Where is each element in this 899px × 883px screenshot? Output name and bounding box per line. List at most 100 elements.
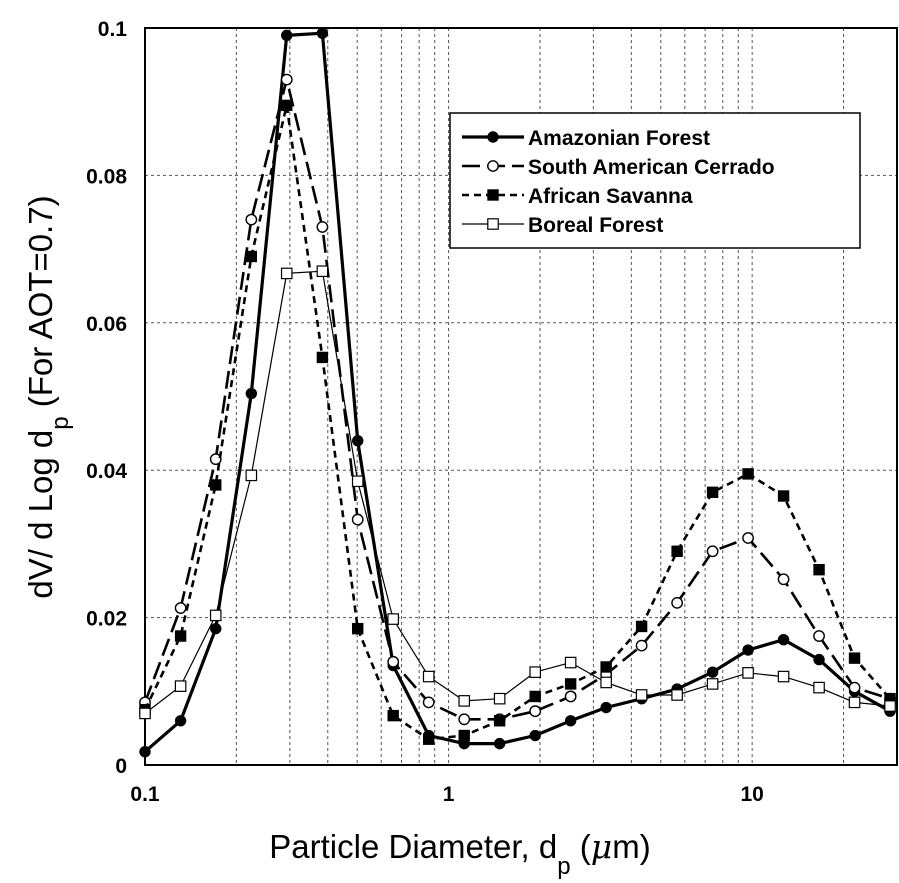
data-point-marker: [813, 563, 825, 576]
legend-label: South American Cerrado: [528, 156, 775, 179]
data-point-marker: [742, 644, 754, 656]
data-point-marker: [245, 387, 258, 400]
y-tick-label: 0.08: [86, 165, 127, 188]
data-point-marker: [493, 737, 506, 750]
data-point-marker: [884, 700, 896, 712]
data-point-marker: [316, 351, 329, 364]
data-point-marker: [458, 713, 471, 726]
y-axis-label: dV/ d Log dp (For AOT=0.7): [22, 195, 74, 598]
data-point-marker: [280, 267, 293, 280]
data-point-marker: [848, 696, 861, 709]
data-point-marker: [777, 573, 790, 586]
data-point-marker: [245, 250, 258, 263]
y-axis-label-subscript: p: [47, 416, 74, 429]
x-axis-label-mu: μ: [591, 827, 612, 866]
legend-item: African Savanna: [462, 185, 693, 208]
data-point-marker: [635, 639, 648, 652]
data-point-marker: [742, 532, 754, 544]
data-point-marker: [280, 73, 293, 86]
data-point-marker: [777, 634, 790, 646]
data-point-marker: [422, 696, 435, 709]
y-tick-label: 0.04: [86, 460, 127, 483]
y-axis-label-rest: (For AOT=0.7): [22, 195, 59, 416]
data-point-marker: [209, 609, 222, 622]
data-point-marker: [245, 213, 258, 226]
series-line: [144, 270, 891, 714]
data-point-marker: [600, 661, 612, 673]
data-point-marker: [848, 652, 861, 664]
data-point-marker: [351, 475, 364, 488]
data-point-marker: [387, 613, 399, 625]
x-tick-label: 10: [740, 783, 763, 806]
data-point-marker: [848, 681, 861, 694]
data-point-marker: [422, 733, 435, 745]
y-tick-label: 0: [115, 755, 127, 778]
data-point-marker: [351, 513, 364, 526]
legend-label: Amazonian Forest: [528, 127, 710, 150]
data-point-marker: [706, 666, 719, 678]
x-axis-label-unit-rest: m): [612, 828, 650, 865]
data-point-marker: [777, 670, 790, 683]
data-point-marker: [245, 469, 258, 482]
data-point-marker: [352, 435, 364, 447]
data-point-marker: [564, 656, 577, 669]
data-point-marker: [600, 701, 612, 714]
data-point-marker: [458, 695, 471, 707]
data-point-marker: [529, 690, 541, 703]
series-line: [143, 31, 891, 753]
data-point-marker: [635, 689, 648, 701]
data-point-marker: [174, 715, 187, 727]
series-layer: [139, 27, 896, 758]
data-point-marker: [635, 620, 648, 633]
data-point-marker: [139, 746, 151, 758]
data-point-marker: [564, 678, 577, 690]
data-point-marker: [316, 221, 329, 233]
data-point-marker: [529, 705, 542, 718]
plot-frame: [144, 27, 898, 766]
data-point-marker: [493, 715, 506, 727]
legend-label: African Savanna: [528, 185, 693, 208]
data-point-marker: [671, 689, 683, 701]
series-group: [139, 265, 896, 720]
data-point-marker: [487, 218, 499, 230]
data-point-marker: [671, 596, 684, 609]
data-point-marker: [139, 707, 151, 720]
legend-label: Boreal Forest: [528, 214, 663, 237]
data-point-marker: [706, 678, 719, 690]
data-point-marker: [316, 265, 329, 278]
data-point-marker: [813, 653, 825, 666]
data-point-marker: [210, 479, 222, 491]
x-axis-label-subscript: p: [557, 853, 570, 880]
data-point-marker: [493, 692, 506, 705]
legend-item: Amazonian Forest: [462, 127, 710, 150]
legend-item: South American Cerrado: [462, 156, 775, 179]
legend-item: Boreal Forest: [462, 214, 663, 237]
data-point-marker: [600, 676, 612, 689]
data-point-marker: [387, 655, 400, 668]
data-point-marker: [281, 99, 293, 112]
data-point-marker: [529, 666, 541, 678]
data-point-marker: [209, 453, 222, 466]
data-point-marker: [487, 189, 499, 201]
data-point-marker: [742, 667, 754, 679]
data-point-marker: [174, 680, 187, 692]
data-point-marker: [487, 160, 499, 172]
data-point-marker: [706, 545, 719, 558]
legend-items: Amazonian Forest South American Cerrado Af…: [462, 127, 775, 237]
data-point-marker: [564, 715, 577, 727]
data-point-marker: [422, 670, 435, 683]
y-tick-label: 0.06: [86, 313, 127, 336]
data-point-marker: [458, 729, 470, 742]
data-point-marker: [813, 630, 825, 642]
data-point-marker: [671, 545, 683, 557]
series-line: [143, 78, 891, 721]
data-point-marker: [813, 681, 825, 694]
x-tick-label: 1: [443, 783, 455, 806]
y-axis-label-main: dV/ d Log d: [22, 430, 59, 599]
data-point-marker: [387, 709, 399, 722]
data-point-marker: [564, 690, 577, 703]
legend: Amazonian Forest South American Cerrado Af…: [449, 112, 861, 249]
data-point-marker: [352, 622, 364, 635]
